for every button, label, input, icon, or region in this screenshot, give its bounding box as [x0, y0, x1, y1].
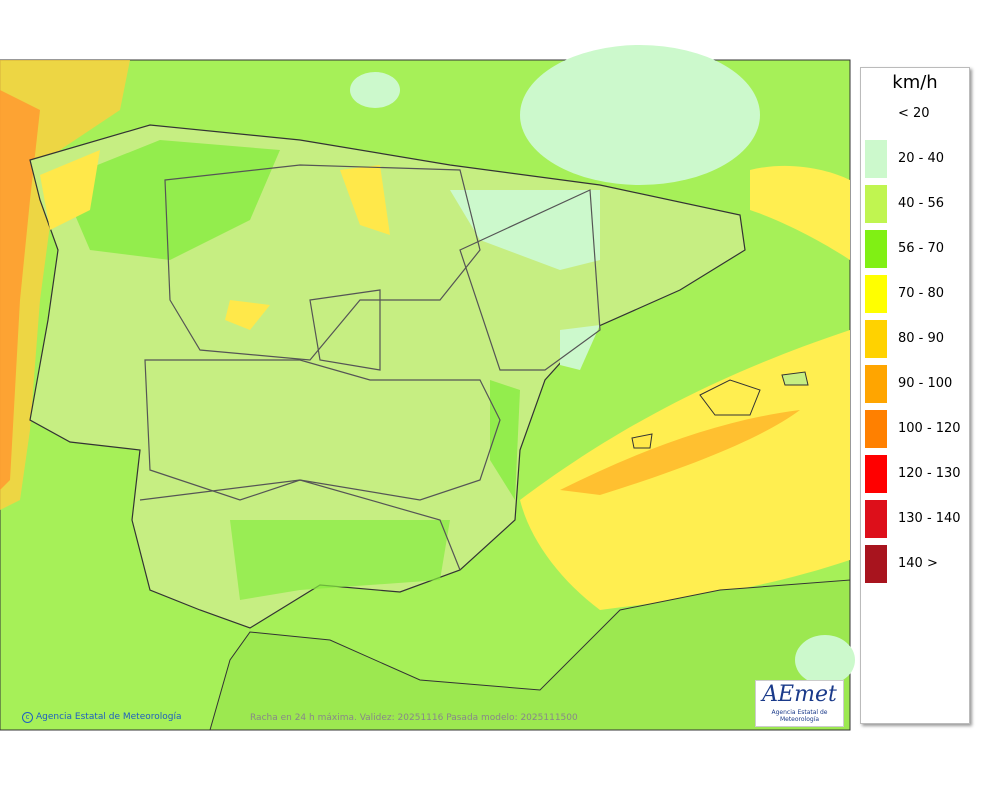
island: [631, 433, 653, 449]
legend-swatch: [865, 545, 887, 583]
legend-unit: km/h: [892, 72, 938, 93]
wind-zone: [230, 520, 450, 600]
legend-label: 20 - 40: [898, 151, 945, 166]
wind-zone: [0, 90, 40, 490]
wind-zone: [520, 45, 760, 185]
legend: km/h < 20 20 - 40 40 - 56 56 - 70 70 - 80 80 …: [860, 67, 970, 724]
legend-swatch: [865, 455, 887, 493]
wind-zone: [750, 165, 850, 260]
legend-swatch: [865, 365, 887, 403]
legend-label: 100 - 120: [898, 421, 961, 436]
legend-swatch: [865, 320, 887, 358]
region-borders: [139, 164, 601, 571]
legend-label: 56 - 70: [898, 241, 945, 256]
legend-swatch: [865, 500, 887, 538]
north-africa: [209, 579, 851, 731]
legend-label: < 20: [898, 106, 930, 121]
legend-label: 90 - 100: [898, 376, 953, 391]
wind-zone: [350, 72, 400, 108]
wind-zone: [560, 325, 600, 370]
island: [699, 379, 761, 416]
legend-label: 130 - 140: [898, 511, 961, 526]
wind-zone: [60, 140, 280, 260]
legend-label: 40 - 56: [898, 196, 945, 211]
logo-subtitle: Agencia Estatal de Meteorología: [771, 709, 828, 723]
wind-zone: [340, 165, 390, 235]
credit-text: Agencia Estatal de Meteorología: [36, 712, 182, 722]
legend-label: 120 - 130: [898, 466, 961, 481]
wind-zone: [490, 380, 520, 500]
logo: AEmet Agencia Estatal de Meteorología: [755, 680, 844, 727]
copyright-icon: c: [22, 712, 33, 723]
legend-swatch: [865, 275, 887, 313]
legend-label: 70 - 80: [898, 286, 945, 301]
logo-name: AEmet: [762, 682, 837, 707]
legend-swatch: [865, 230, 887, 268]
legend-swatch: [865, 140, 887, 178]
caption: Racha en 24 h máxima. Validez: 20251116 …: [250, 713, 578, 723]
wind-zone: [225, 300, 270, 330]
credit: c Agencia Estatal de Meteorología: [22, 712, 182, 723]
legend-swatch: [865, 185, 887, 223]
island: [781, 371, 809, 386]
wind-zone: [450, 190, 600, 270]
wind-zone: [795, 635, 855, 685]
legend-swatch: [865, 410, 887, 448]
wind-zone: [560, 410, 800, 495]
wind-zone: [520, 330, 850, 610]
legend-label: 140 >: [898, 556, 938, 571]
legend-label: 80 - 90: [898, 331, 945, 346]
wind-zone: [40, 150, 100, 230]
